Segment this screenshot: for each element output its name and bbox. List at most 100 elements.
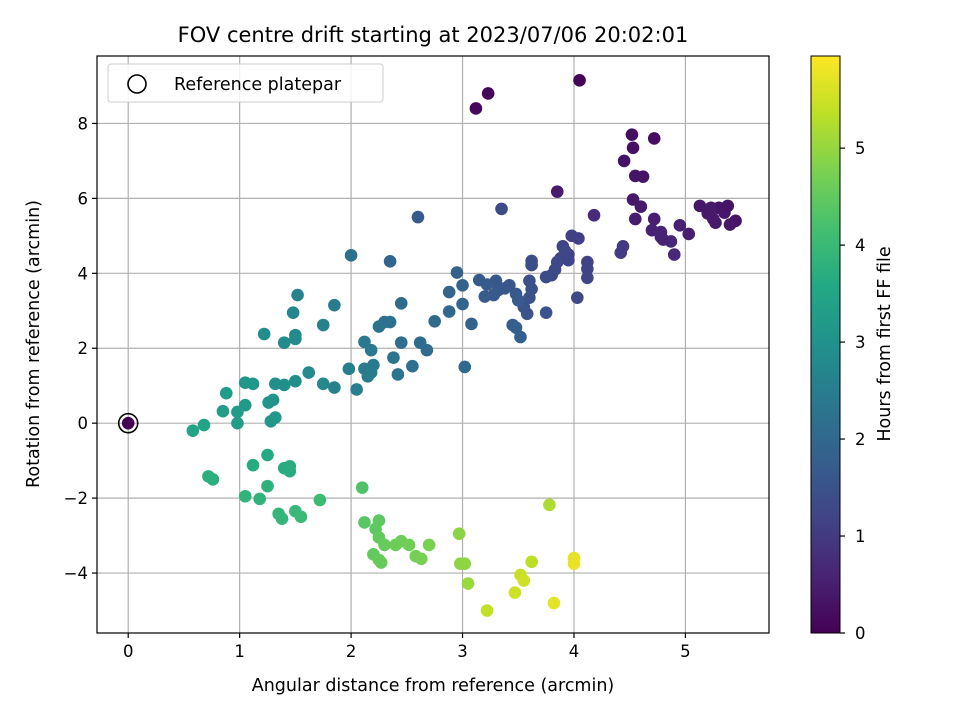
- data-point: [634, 200, 648, 213]
- reference-point: [117, 412, 139, 434]
- data-point: [465, 317, 478, 331]
- data-point: [302, 366, 316, 379]
- y-tick-label: 0: [78, 414, 89, 433]
- data-point: [572, 232, 585, 245]
- plot-frame: [96, 55, 770, 634]
- data-point: [277, 336, 291, 349]
- data-point: [422, 538, 436, 552]
- data-point: [378, 538, 391, 552]
- x-tick-label: 2: [346, 642, 357, 661]
- data-point: [523, 291, 536, 304]
- colorbar: 0 1 2 3 4 5 Hours from first FF file: [810, 55, 895, 643]
- legend-marker: [127, 74, 147, 94]
- y-tick-label: −4: [64, 564, 88, 583]
- chart-title: FOV centre drift starting at 2023/07/06 …: [178, 23, 689, 47]
- data-point: [358, 516, 371, 529]
- data-point: [539, 270, 553, 284]
- legend-label: Reference platepar: [174, 75, 342, 95]
- data-point: [262, 396, 275, 409]
- data-point: [283, 464, 297, 478]
- data-point: [394, 336, 408, 349]
- legend-box: [107, 63, 384, 103]
- data-point: [647, 132, 661, 145]
- data-point: [628, 212, 642, 226]
- data-point: [450, 266, 464, 279]
- data-point: [350, 383, 363, 396]
- x-tick-label: 1: [234, 642, 245, 661]
- data-point: [509, 321, 523, 334]
- data-point: [206, 473, 220, 486]
- data-point: [458, 557, 472, 570]
- colorbar-tick-label: 1: [855, 527, 866, 546]
- data-point: [442, 285, 456, 299]
- y-tick-label: 2: [78, 339, 89, 358]
- data-point: [328, 381, 341, 394]
- data-point: [246, 458, 260, 472]
- reference-marker: [117, 412, 139, 434]
- data-point: [294, 510, 308, 524]
- data-point: [456, 279, 469, 292]
- data-point: [625, 128, 639, 141]
- data-point: [411, 210, 425, 224]
- y-tick-label: 6: [78, 189, 89, 208]
- data-point: [269, 377, 282, 391]
- data-point: [704, 201, 718, 215]
- data-point: [567, 557, 581, 570]
- data-point: [723, 218, 737, 231]
- data-point: [387, 351, 400, 364]
- data-point: [428, 314, 441, 328]
- grid: [97, 56, 769, 633]
- y-tick-label: 4: [78, 264, 89, 283]
- data-point: [355, 481, 369, 494]
- data-point: [626, 141, 640, 155]
- data-point: [275, 512, 289, 526]
- data-point: [667, 248, 681, 261]
- data-point: [664, 235, 678, 248]
- data-point: [374, 556, 388, 569]
- data-point: [372, 514, 386, 527]
- x-tick-label: 3: [457, 642, 468, 661]
- data-point: [461, 577, 475, 590]
- data-point: [414, 552, 428, 566]
- colorbar-ticks: 0 1 2 3 4 5: [840, 139, 866, 643]
- data-point: [511, 293, 525, 307]
- data-point: [693, 199, 707, 213]
- data-point: [654, 230, 668, 244]
- data-point: [550, 185, 564, 198]
- y-tick-label: −2: [64, 489, 88, 508]
- data-point: [547, 596, 561, 610]
- data-point: [231, 405, 244, 419]
- colorbar-gradient: [810, 55, 841, 634]
- data-point: [573, 74, 586, 87]
- data-point: [391, 368, 405, 381]
- data-point: [478, 290, 492, 303]
- data-point: [452, 527, 466, 541]
- data-point: [394, 296, 408, 310]
- data-point: [361, 370, 375, 383]
- data-point: [581, 262, 594, 276]
- data-point: [264, 415, 278, 428]
- data-point: [709, 216, 722, 230]
- data-point: [525, 258, 538, 272]
- colorbar-tick-label: 3: [855, 333, 866, 352]
- data-point: [458, 360, 472, 374]
- data-point: [614, 246, 628, 260]
- data-point: [682, 227, 696, 241]
- data-point: [316, 377, 330, 391]
- colorbar-tick-label: 4: [855, 236, 866, 255]
- data-point: [121, 416, 135, 430]
- data-point: [316, 318, 330, 332]
- data-point: [402, 538, 416, 552]
- x-axis-label: Angular distance from reference (arcmin): [252, 676, 615, 696]
- x-tick-label: 4: [569, 642, 580, 661]
- data-point: [514, 330, 527, 344]
- data-point: [216, 404, 230, 418]
- x-tick-label: 5: [680, 642, 691, 661]
- data-point: [261, 448, 274, 462]
- legend: Reference platepar: [107, 63, 384, 103]
- data-point: [238, 489, 252, 503]
- colorbar-tick-label: 5: [855, 139, 866, 158]
- data-point: [481, 87, 495, 100]
- data-point: [342, 362, 356, 376]
- y-tick-label: 8: [78, 114, 89, 133]
